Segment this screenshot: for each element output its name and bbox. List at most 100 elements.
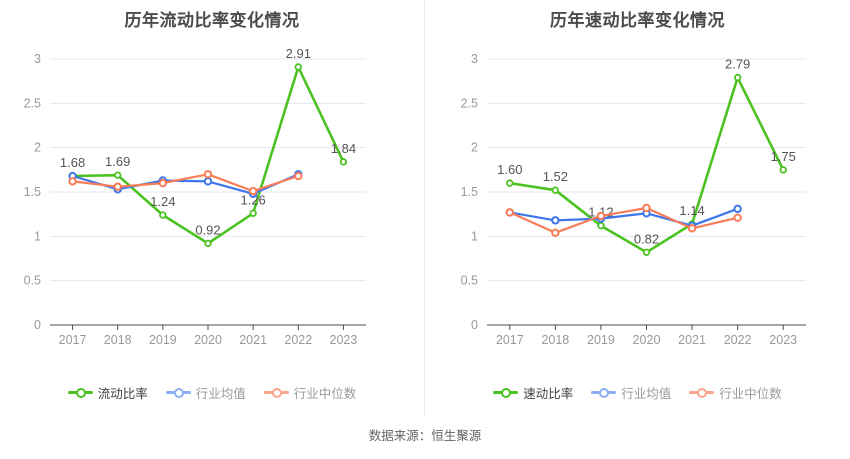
y-axis-label: 2.5 (461, 96, 478, 110)
line-marker-icon (67, 387, 93, 398)
x-axis-label: 2018 (104, 333, 132, 347)
series-line-行业均值[interactable] (71, 173, 300, 195)
data-point-marker[interactable] (551, 186, 560, 194)
line-marker-icon (591, 387, 617, 398)
chart-canvas: 0 0.5 1 1.5 2 2.5 3 2017 2018 2019 2020 2021 2022 202… (24, 46, 366, 347)
data-point-marker[interactable] (551, 228, 560, 237)
y-axis-label: 0.5 (24, 274, 41, 288)
y-axis-label: 1.5 (461, 185, 478, 199)
y-axis-label: 0 (34, 318, 41, 332)
data-point-label: 2.91 (286, 46, 311, 61)
chart-title: 历年速动比率变化情况 (550, 11, 725, 30)
series-line-行业中位数[interactable] (508, 206, 739, 234)
legend-item-行业均值[interactable]: 行业均值 (165, 383, 246, 402)
data-point-marker[interactable] (506, 179, 514, 187)
line-marker-icon (263, 387, 289, 398)
data-point-marker[interactable] (642, 203, 651, 213)
data-point-label: 1.14 (679, 203, 704, 218)
data-point-marker[interactable] (114, 171, 122, 179)
data-point-marker[interactable] (203, 177, 213, 186)
data-point-marker[interactable] (294, 171, 303, 181)
legend-item-流动比率[interactable]: 流动比率 (67, 383, 148, 402)
x-axis-label: 2018 (541, 333, 569, 347)
y-axis-label: 3 (471, 52, 478, 66)
legend-item-速动比率[interactable]: 速动比率 (493, 383, 573, 402)
data-point-label: 1.52 (543, 169, 568, 184)
x-axis-label: 2022 (284, 333, 312, 347)
current-ratio-chart-panel: 0 0.5 1 1.5 2 2.5 3 2017 2018 2019 2020 2021 2022 202… (0, 0, 425, 415)
data-point-marker[interactable] (551, 216, 560, 225)
data-point-marker[interactable] (249, 209, 257, 217)
data-point-label: 2.79 (725, 57, 750, 72)
x-axis-label: 2020 (633, 333, 661, 347)
data-point-marker[interactable] (779, 166, 787, 174)
charts-row: 0 0.5 1 1.5 2 2.5 3 2017 2018 2019 2020 2021 2022 202… (0, 0, 850, 415)
data-point-label: 1.75 (771, 149, 796, 164)
data-point-marker[interactable] (733, 213, 742, 222)
data-point-marker[interactable] (733, 204, 742, 214)
x-axis-label: 2019 (587, 333, 615, 347)
x-axis-label: 2019 (149, 333, 177, 347)
y-axis-label: 1 (471, 229, 478, 243)
line-marker-icon (493, 387, 519, 398)
x-axis-label: 2017 (59, 333, 87, 347)
legend-label: 速动比率 (523, 387, 574, 401)
legend-label: 行业均值 (195, 387, 246, 401)
data-point-marker[interactable] (505, 208, 514, 217)
y-axis-label: 1 (34, 229, 41, 243)
y-axis-label: 1.5 (24, 185, 41, 199)
chart-legend: 速动比率 行业均值 行业中位数 (425, 383, 850, 402)
x-axis-label: 2021 (239, 333, 267, 347)
data-point-label: 1.68 (60, 155, 85, 170)
data-point-label: 1.69 (105, 154, 130, 169)
data-point-marker[interactable] (339, 158, 348, 166)
data-point-marker[interactable] (248, 186, 258, 196)
data-point-label: 0.82 (634, 231, 659, 246)
data-point-marker[interactable] (203, 170, 213, 179)
data-point-marker[interactable] (597, 221, 605, 230)
chart-legend: 流动比率 行业均值 行业中位数 (0, 383, 424, 402)
legend-item-行业均值[interactable]: 行业均值 (591, 383, 671, 402)
data-point-marker[interactable] (159, 211, 167, 219)
data-source-note: 数据来源：恒生聚源 (368, 429, 482, 443)
data-point-label: 1.26 (240, 192, 265, 207)
x-axis-label: 2023 (330, 333, 358, 347)
legend-label: 行业中位数 (293, 387, 357, 401)
y-axis-label: 3 (34, 52, 41, 66)
legend-label: 行业均值 (621, 387, 672, 401)
data-point-marker[interactable] (733, 73, 742, 82)
data-point-marker[interactable] (294, 63, 302, 71)
data-point-label: 1.24 (150, 194, 175, 209)
x-axis-label: 2020 (194, 333, 222, 347)
quick-ratio-chart-panel: 0 0.5 1 1.5 2 2.5 3 2017 2018 2019 2020 2021 2022 202… (425, 0, 850, 415)
data-point-marker[interactable] (204, 239, 212, 248)
legend-item-行业中位数[interactable]: 行业中位数 (263, 383, 357, 402)
data-point-marker[interactable] (113, 182, 122, 191)
data-point-marker[interactable] (596, 211, 606, 221)
line-marker-icon (689, 387, 715, 398)
y-axis-label: 0 (471, 318, 478, 332)
y-axis-label: 2 (471, 141, 478, 155)
y-axis-label: 2.5 (24, 96, 41, 110)
data-point-marker[interactable] (158, 178, 168, 188)
x-axis-label: 2017 (496, 333, 524, 347)
legend-item-行业中位数[interactable]: 行业中位数 (689, 383, 782, 402)
series-line-行业均值[interactable] (508, 207, 739, 227)
legend-label: 行业中位数 (719, 387, 782, 401)
data-point-marker[interactable] (642, 248, 651, 256)
line-marker-icon (165, 387, 191, 398)
data-point-marker[interactable] (68, 177, 77, 186)
legend-label: 流动比率 (97, 387, 148, 401)
x-axis-label: 2022 (724, 333, 752, 347)
x-axis-label: 2021 (678, 333, 706, 347)
series-line-行业中位数[interactable] (71, 173, 300, 193)
data-point-label: 1.84 (331, 141, 356, 156)
chart-title: 历年流动比率变化情况 (124, 11, 300, 30)
x-axis-label: 2023 (769, 333, 797, 347)
data-point-label: 1.60 (497, 162, 522, 177)
y-axis-label: 2 (34, 141, 41, 155)
data-point-label: 0.92 (195, 222, 220, 237)
data-point-marker[interactable] (687, 224, 697, 233)
y-axis-label: 0.5 (461, 274, 478, 288)
